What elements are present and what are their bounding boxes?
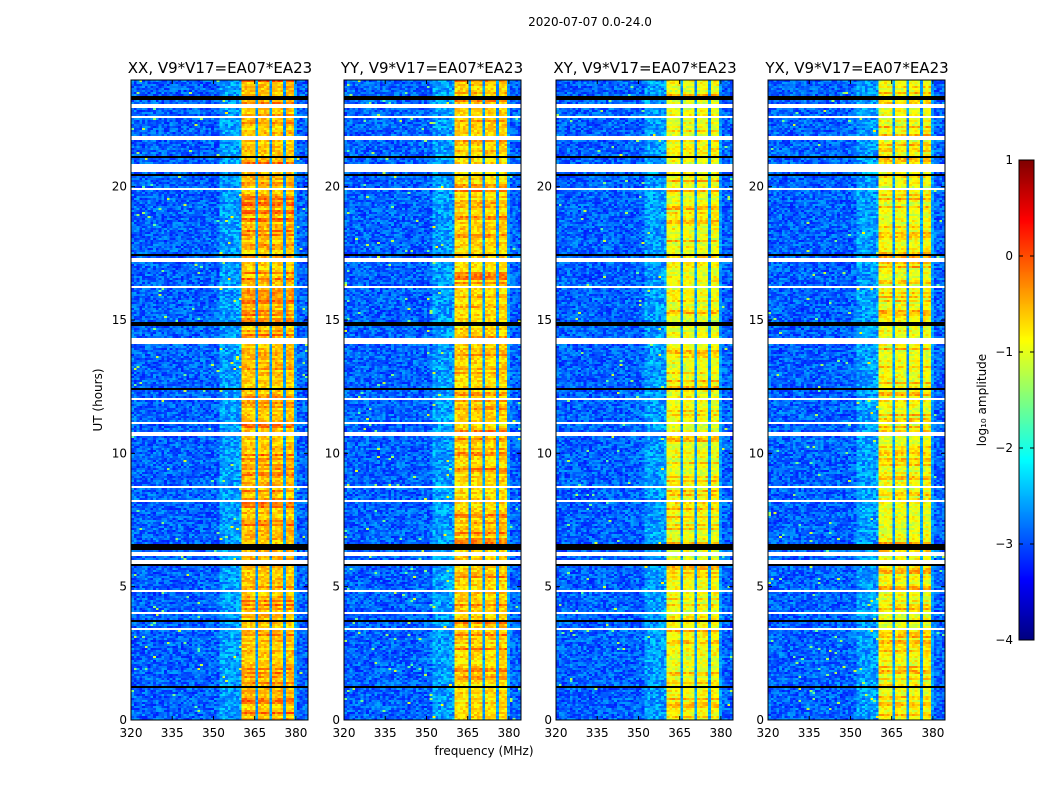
x-tick-label: 335 — [798, 726, 821, 740]
x-tick-label: 365 — [243, 726, 266, 740]
x-tick-label: 380 — [921, 726, 944, 740]
y-tick-label: 10 — [537, 446, 552, 460]
colorbar-tick-label: 0 — [1005, 249, 1013, 263]
panel-title-yy: YY, V9*V17=EA07*EA23 — [340, 59, 523, 77]
y-tick-label: 15 — [112, 313, 127, 327]
x-tick-label: 380 — [709, 726, 732, 740]
panel-frame — [767, 79, 946, 721]
colorbar-tick-label: −4 — [995, 633, 1013, 647]
y-tick-label: 10 — [112, 446, 127, 460]
x-tick-label: 320 — [120, 726, 143, 740]
y-tick-label: 20 — [112, 180, 127, 194]
figure-title: 2020-07-07 0.0-24.0 — [528, 15, 652, 29]
spectrogram-panel-xx — [131, 80, 308, 720]
y-tick-label: 0 — [119, 713, 127, 727]
y-tick-label: 5 — [756, 580, 764, 594]
y-tick-label: 5 — [332, 580, 340, 594]
y-tick-label: 0 — [544, 713, 552, 727]
x-tick-label: 350 — [839, 726, 862, 740]
spectrogram-panel-xy — [556, 80, 733, 720]
y-axis-label: UT (hours) — [91, 368, 105, 431]
panel-title-yx: YX, V9*V17=EA07*EA23 — [764, 59, 948, 77]
x-tick-label: 320 — [545, 726, 568, 740]
colorbar-tick-label: −2 — [995, 441, 1013, 455]
colorbar-frame — [1018, 159, 1035, 641]
x-tick-label: 350 — [202, 726, 225, 740]
x-tick-label: 335 — [586, 726, 609, 740]
y-tick-label: 5 — [544, 580, 552, 594]
y-tick-label: 10 — [749, 446, 764, 460]
y-tick-label: 10 — [325, 446, 340, 460]
x-tick-label: 365 — [456, 726, 479, 740]
y-tick-label: 15 — [749, 313, 764, 327]
y-tick-label: 20 — [537, 180, 552, 194]
x-tick-label: 365 — [668, 726, 691, 740]
x-tick-label: 365 — [880, 726, 903, 740]
colorbar-tick-label: 1 — [1005, 153, 1013, 167]
panel-frame — [343, 79, 522, 721]
panel-title-xx: XX, V9*V17=EA07*EA23 — [128, 59, 312, 77]
x-axis-label: frequency (MHz) — [434, 744, 533, 758]
colorbar — [1019, 160, 1034, 640]
panel-title-xy: XY, V9*V17=EA07*EA23 — [553, 59, 736, 77]
y-tick-label: 20 — [749, 180, 764, 194]
x-tick-label: 320 — [333, 726, 356, 740]
colorbar-tick-label: −1 — [995, 345, 1013, 359]
y-tick-label: 15 — [537, 313, 552, 327]
x-tick-label: 380 — [284, 726, 307, 740]
colorbar-tick-label: −3 — [995, 537, 1013, 551]
x-tick-label: 380 — [497, 726, 520, 740]
y-tick-label: 15 — [325, 313, 340, 327]
x-tick-label: 320 — [757, 726, 780, 740]
panel-frame — [130, 79, 309, 721]
y-tick-label: 5 — [119, 580, 127, 594]
x-tick-label: 335 — [374, 726, 397, 740]
x-tick-label: 350 — [627, 726, 650, 740]
y-tick-label: 0 — [756, 713, 764, 727]
x-tick-label: 350 — [415, 726, 438, 740]
y-tick-label: 20 — [325, 180, 340, 194]
spectrogram-panel-yx — [768, 80, 945, 720]
x-tick-label: 335 — [161, 726, 184, 740]
colorbar-label: log₁₀ amplitude — [975, 354, 989, 446]
spectrogram-panel-yy — [344, 80, 521, 720]
y-tick-label: 0 — [332, 713, 340, 727]
panel-frame — [555, 79, 734, 721]
